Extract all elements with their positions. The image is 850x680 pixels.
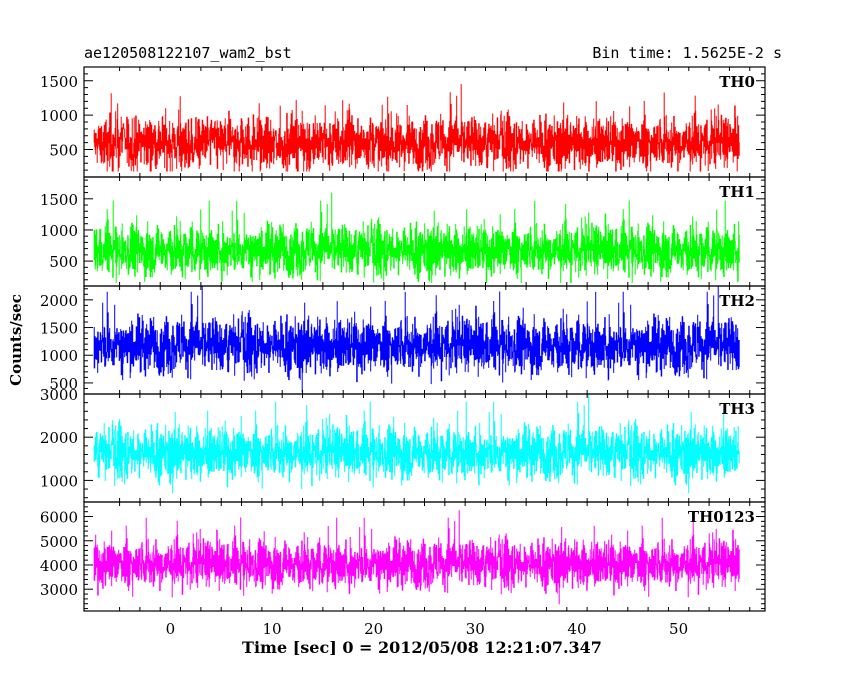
- panel-label-th0: TH0: [719, 73, 755, 91]
- y-tick-label: 1000: [40, 347, 78, 365]
- x-axis-label: Time [sec] 0 = 2012/05/08 12:21:07.347: [0, 638, 850, 657]
- y-tick-label: 1000: [40, 222, 78, 240]
- y-tick-label: 5000: [40, 533, 78, 551]
- y-tick-label: 1000: [40, 472, 78, 490]
- y-tick-label: 1500: [40, 191, 78, 209]
- panel-label-th1: TH1: [719, 183, 755, 201]
- series-th3: [93, 394, 740, 494]
- y-tick-label: 3000: [40, 581, 78, 599]
- y-tick-label: 500: [49, 375, 78, 393]
- y-tick-label: 2000: [40, 429, 78, 447]
- series-th0123: [93, 510, 740, 605]
- y-tick-label: 500: [49, 253, 78, 271]
- panel-th0123: 3000 4000 5000 6000 TH0123: [40, 501, 766, 612]
- panel-label-th3: TH3: [719, 400, 755, 418]
- y-tick-label: 500: [49, 142, 78, 160]
- y-tick-label: 4000: [40, 557, 78, 575]
- x-tick-label: 0: [166, 620, 176, 638]
- x-tick-label: 50: [669, 620, 688, 638]
- panel-th3: 1000 2000 3000 TH3: [40, 386, 766, 503]
- series-th1: [93, 192, 740, 283]
- x-tick-label: 40: [567, 620, 586, 638]
- y-tick-label: 1500: [40, 73, 78, 91]
- y-tick-label: 1000: [40, 107, 78, 125]
- bin-time-label: Bin time: 1.5625E-2 s: [592, 44, 782, 62]
- panel-th1: 500 1000 1500 TH1: [40, 176, 766, 287]
- series-th2: [93, 286, 740, 393]
- chart-title: ae120508122107_wam2_bst: [84, 44, 292, 62]
- y-tick-label: 3000: [40, 386, 78, 404]
- series-th0: [93, 84, 740, 172]
- panel-label-th0123: TH0123: [688, 508, 755, 526]
- panel-th0: 500 1000 1500 TH0: [40, 66, 766, 178]
- panel-label-th2: TH2: [719, 292, 755, 310]
- y-tick-label: 2000: [40, 292, 78, 310]
- panel-th2: 500 1000 1500 2000 TH2: [40, 285, 766, 395]
- y-axis-label: Counts/sec: [7, 294, 25, 386]
- x-axis-label-text: Time [sec] 0 = 2012/05/08 12:21:07.347: [242, 638, 602, 657]
- x-tick-label: 30: [466, 620, 485, 638]
- x-tick-label: 20: [364, 620, 383, 638]
- y-tick-label: 1500: [40, 320, 78, 338]
- y-tick-label: 6000: [40, 509, 78, 527]
- x-tick-label: 10: [262, 620, 281, 638]
